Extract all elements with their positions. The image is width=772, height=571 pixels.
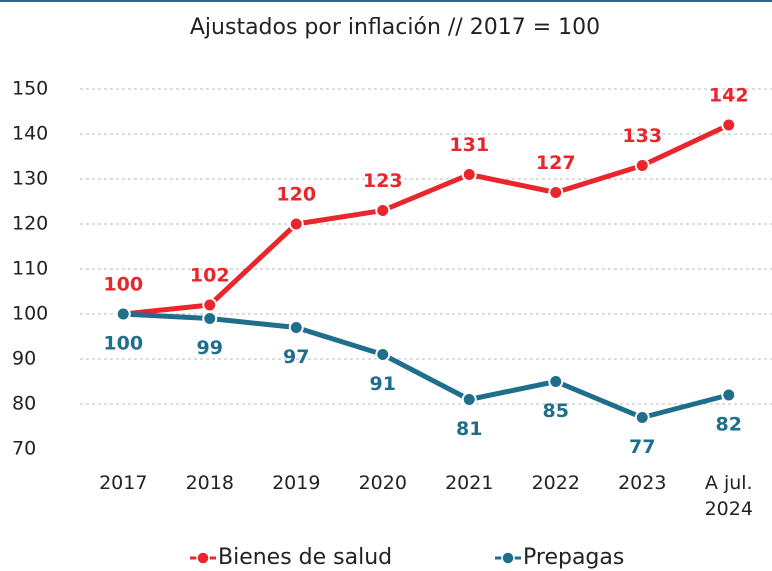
data-label: 100 xyxy=(103,274,143,296)
legend-label: Bienes de salud xyxy=(218,545,392,570)
x-tick-label: 2023 xyxy=(618,472,667,494)
chart-title: Ajustados por inflación // 2017 = 100 xyxy=(190,15,600,40)
point xyxy=(202,297,218,313)
data-label: 100 xyxy=(103,333,143,355)
legend-marker xyxy=(501,551,515,565)
point xyxy=(634,410,650,425)
data-label: 97 xyxy=(283,346,309,368)
legend-marker xyxy=(196,551,210,565)
point xyxy=(461,167,477,182)
point xyxy=(721,117,737,133)
y-tick-label: 110 xyxy=(12,258,48,280)
y-tick-label: 130 xyxy=(12,168,48,190)
x-tick-label: 2021 xyxy=(445,472,494,494)
y-tick-label: 140 xyxy=(12,123,48,145)
point xyxy=(202,311,218,326)
y-tick-label: 150 xyxy=(12,78,48,100)
y-tick-label: 80 xyxy=(12,393,36,415)
point xyxy=(288,216,304,232)
line xyxy=(123,311,730,420)
data-label: 131 xyxy=(449,134,489,156)
data-label: 120 xyxy=(276,184,316,206)
point xyxy=(288,320,304,335)
legend-label: Prepagas xyxy=(523,545,624,570)
data-label: 133 xyxy=(622,125,662,147)
point xyxy=(375,203,391,218)
point xyxy=(634,158,650,173)
data-label: 85 xyxy=(543,400,569,422)
data-label: 82 xyxy=(716,414,742,436)
point xyxy=(548,185,564,200)
x-tick-label: 2022 xyxy=(531,472,580,494)
y-tick-label: 90 xyxy=(12,348,36,370)
x-tick-label: 2018 xyxy=(185,472,234,494)
data-label: 81 xyxy=(456,418,482,440)
x-tick-label: 2020 xyxy=(358,472,407,494)
data-label: 102 xyxy=(190,265,230,287)
line xyxy=(122,122,730,317)
point xyxy=(461,392,477,407)
point xyxy=(115,306,131,322)
data-label: 91 xyxy=(370,373,396,395)
data-label: 77 xyxy=(629,436,655,458)
point xyxy=(548,374,564,389)
x-tick-label: 2019 xyxy=(272,472,321,494)
x-tick-label: 2017 xyxy=(99,472,148,494)
data-label: 142 xyxy=(709,85,749,107)
data-label: 123 xyxy=(363,170,403,192)
x-tick-label: A jul. 2024 xyxy=(704,472,753,520)
point xyxy=(721,387,737,403)
data-label: 127 xyxy=(536,152,576,174)
y-tick-label: 100 xyxy=(12,303,48,325)
y-tick-label: 120 xyxy=(12,213,48,235)
point xyxy=(375,347,391,362)
y-tick-label: 70 xyxy=(12,438,36,460)
data-label: 99 xyxy=(197,337,223,359)
